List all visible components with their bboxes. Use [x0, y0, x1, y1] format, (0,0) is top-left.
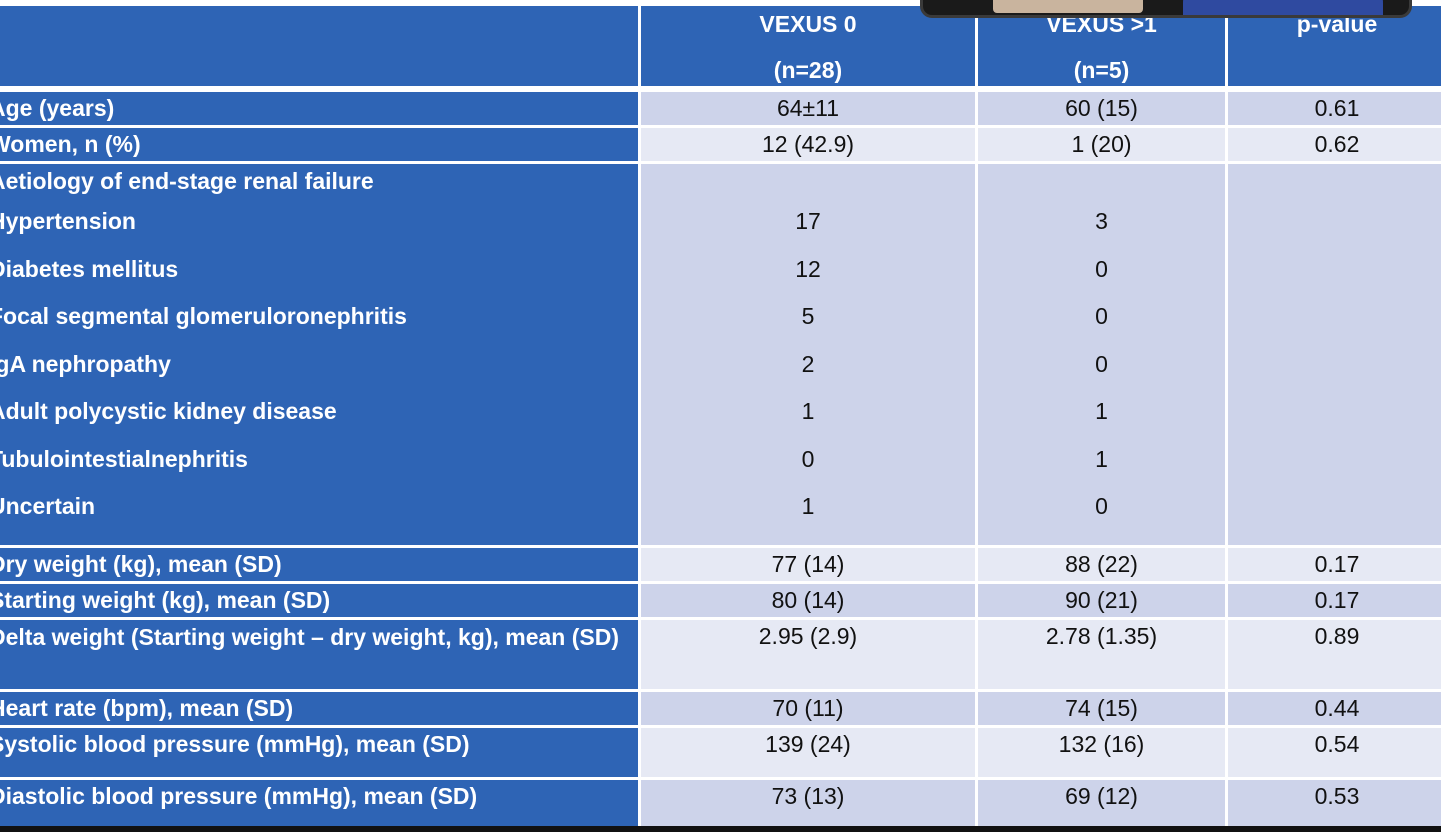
aetiology-labels: Aetiology of end-stage renal failure Hyp…	[0, 161, 641, 548]
row-label: Starting weight (kg), mean (SD)	[0, 581, 641, 620]
cell-vexus-gt1: 74 (15)	[975, 689, 1228, 728]
cell-vexus-gt1: 132 (16)	[975, 725, 1228, 780]
aetiology-cell-vexus-gt1: 0	[1095, 303, 1108, 329]
aetiology-cell-vexus-gt1: 0	[1095, 255, 1108, 282]
row-label: Age (years)	[0, 89, 641, 128]
cell-vexus-0: 73 (13)	[638, 777, 978, 832]
cell-p-value: 0.89	[1225, 617, 1441, 692]
aetiology-vexus-gt1-values: 3 0 0 0 1 1 0	[975, 161, 1228, 548]
aetiology-cell-vexus-gt1: 1	[1095, 445, 1108, 472]
aetiology-cell-vexus-0: 1	[801, 398, 815, 424]
cell-p-value: 0.54	[1225, 725, 1441, 780]
aetiology-item-label: Tubulointestialnephritis	[0, 445, 248, 472]
header-vexus-gt1-n: (n=5)	[1073, 57, 1130, 83]
cell-vexus-0: 2.95 (2.9)	[638, 617, 978, 692]
cell-p-value: 0.44	[1225, 689, 1441, 728]
table-row: Women, n (%) 12 (42.9) 1 (20) 0.62	[0, 125, 1441, 164]
cell-vexus-gt1: 88 (22)	[975, 545, 1228, 584]
baseline-characteristics-table: VEXUS 0 (n=28) VEXUS >1 (n=5) p-value Ag…	[0, 3, 1441, 832]
aetiology-cell-vexus-gt1: 0	[1095, 350, 1108, 377]
cell-vexus-gt1: 69 (12)	[975, 777, 1228, 832]
header-vexus-0: VEXUS 0 (n=28)	[638, 3, 978, 92]
aetiology-p-value-empty	[1225, 161, 1441, 548]
aetiology-cell-vexus-gt1: 3	[1095, 208, 1108, 234]
bottom-edge-bar	[0, 826, 1441, 832]
cell-vexus-gt1: 60 (15)	[975, 89, 1228, 128]
aetiology-item-label: Hypertension	[0, 208, 136, 234]
cell-p-value: 0.61	[1225, 89, 1441, 128]
aetiology-cell-vexus-0: 2	[801, 350, 815, 377]
table-row: Age (years) 64±11 60 (15) 0.61	[0, 89, 1441, 128]
aetiology-cell-vexus-0: 17	[795, 208, 821, 234]
header-divider	[0, 86, 1441, 90]
aetiology-vexus-0-values: 17 12 5 2 1 0 1	[638, 161, 978, 548]
aetiology-cell-vexus-0: 5	[801, 303, 815, 329]
table-row: Delta weight (Starting weight – dry weig…	[0, 617, 1441, 692]
row-label: Diastolic blood pressure (mmHg), mean (S…	[0, 777, 641, 832]
presenter-face-image	[993, 0, 1143, 13]
row-label: Delta weight (Starting weight – dry weig…	[0, 617, 641, 692]
cell-vexus-0: 12 (42.9)	[638, 125, 978, 164]
aetiology-cell-vexus-gt1: 0	[1095, 493, 1108, 519]
table-row: Diastolic blood pressure (mmHg), mean (S…	[0, 777, 1441, 832]
header-label-column	[0, 3, 641, 92]
row-label: Dry weight (kg), mean (SD)	[0, 545, 641, 584]
aetiology-group-row: Aetiology of end-stage renal failure Hyp…	[0, 161, 1441, 548]
aetiology-item-label: Diabetes mellitus	[0, 255, 179, 282]
table-row: Heart rate (bpm), mean (SD) 70 (11) 74 (…	[0, 689, 1441, 728]
video-thumbnail[interactable]	[920, 0, 1412, 18]
aetiology-item-label: Focal segmental glomeruloronephritis	[0, 303, 407, 329]
cell-p-value: 0.62	[1225, 125, 1441, 164]
cell-vexus-0: 139 (24)	[638, 725, 978, 780]
cell-p-value: 0.17	[1225, 545, 1441, 584]
cell-vexus-0: 80 (14)	[638, 581, 978, 620]
aetiology-item-label: IgA nephropathy	[0, 350, 171, 377]
aetiology-cell-vexus-0: 12	[795, 255, 821, 282]
cell-vexus-0: 64±11	[638, 89, 978, 128]
cell-vexus-gt1: 90 (21)	[975, 581, 1228, 620]
table-row: Dry weight (kg), mean (SD) 77 (14) 88 (2…	[0, 545, 1441, 584]
row-label: Systolic blood pressure (mmHg), mean (SD…	[0, 725, 641, 780]
aetiology-cell-vexus-gt1: 1	[1095, 398, 1108, 424]
cell-vexus-gt1: 1 (20)	[975, 125, 1228, 164]
aetiology-heading: Aetiology of end-stage renal failure	[0, 168, 374, 194]
row-label: Women, n (%)	[0, 125, 641, 164]
presenter-shirt-image	[1183, 0, 1383, 15]
cell-p-value: 0.53	[1225, 777, 1441, 832]
aetiology-cell-vexus-0: 1	[801, 493, 815, 519]
cell-vexus-0: 77 (14)	[638, 545, 978, 584]
cell-vexus-gt1: 2.78 (1.35)	[975, 617, 1228, 692]
header-vexus-0-n: (n=28)	[773, 57, 843, 83]
cell-p-value: 0.17	[1225, 581, 1441, 620]
aetiology-item-label: Adult polycystic kidney disease	[0, 398, 337, 424]
table-row: Starting weight (kg), mean (SD) 80 (14) …	[0, 581, 1441, 620]
aetiology-item-label: Uncertain	[0, 493, 96, 519]
cell-vexus-0: 70 (11)	[638, 689, 978, 728]
table-row: Systolic blood pressure (mmHg), mean (SD…	[0, 725, 1441, 780]
aetiology-cell-vexus-0: 0	[801, 445, 815, 472]
row-label: Heart rate (bpm), mean (SD)	[0, 689, 641, 728]
